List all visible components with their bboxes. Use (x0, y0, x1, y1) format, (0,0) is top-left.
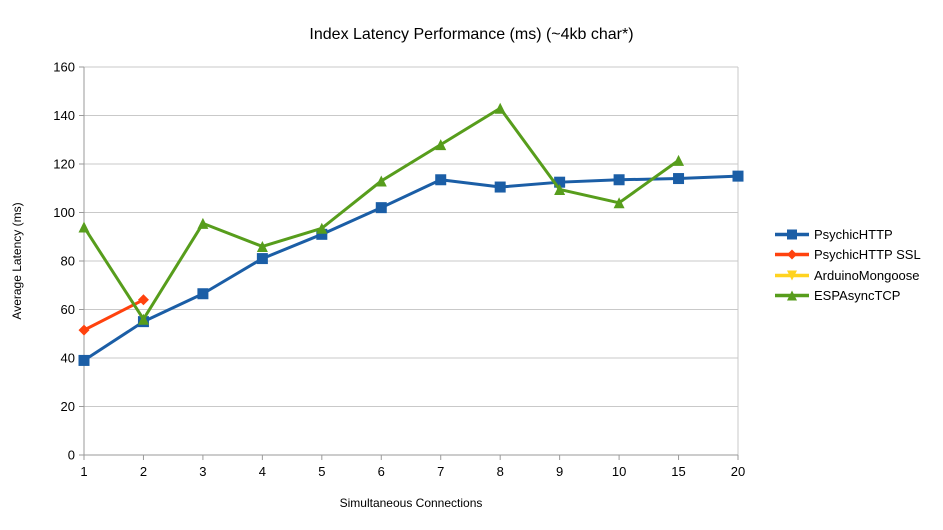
square-legend-icon (775, 229, 809, 240)
x-tick-label: 3 (199, 464, 206, 479)
data-point-psychichttp (256, 253, 268, 265)
legend-label-psychichttp: PsychicHTTP (814, 226, 893, 242)
triangle-up-legend-icon (775, 290, 809, 301)
data-point-psychichttp (613, 174, 625, 186)
x-tick-label: 9 (556, 464, 563, 479)
data-point-espasynctcp (613, 197, 625, 209)
y-tick-label: 0 (68, 448, 75, 463)
y-tick-label: 160 (53, 60, 75, 75)
data-point-espasynctcp (78, 221, 90, 233)
x-tick-label: 8 (497, 464, 504, 479)
x-tick-label: 2 (140, 464, 147, 479)
legend-marker-arduinomongoose (787, 270, 797, 281)
data-point-psychichttp (494, 181, 506, 193)
legend-item-arduinomongoose: ArduinoMongoose (775, 265, 921, 286)
legend-marker-psychichttp-ssl (787, 249, 797, 260)
data-point-espasynctcp (375, 175, 387, 187)
legend-label-arduinomongoose: ArduinoMongoose (814, 267, 920, 283)
x-tick-label: 10 (612, 464, 626, 479)
series-line-espasynctcp (82, 106, 680, 321)
y-tick-label: 80 (61, 254, 75, 269)
data-point-psychichttp (732, 170, 744, 182)
data-point-espasynctcp (197, 217, 209, 229)
data-point-psychichttp (197, 288, 209, 300)
y-tick-label: 120 (53, 157, 75, 172)
x-tick-label: 6 (378, 464, 385, 479)
series-line-psychichttp (83, 174, 739, 362)
y-tick-label: 100 (53, 205, 75, 220)
x-tick-label: 15 (671, 464, 685, 479)
data-point-espasynctcp (435, 139, 447, 151)
x-tick-label: 1 (80, 464, 87, 479)
data-point-espasynctcp (673, 154, 685, 166)
data-point-psychichttp (673, 173, 685, 185)
x-tick-label: 4 (259, 464, 266, 479)
y-tick-label: 40 (61, 351, 75, 366)
data-point-espasynctcp (494, 102, 506, 114)
y-tick-label: 60 (61, 302, 75, 317)
legend-label-psychichttp-ssl: PsychicHTTP SSL (814, 247, 921, 263)
triangle-down-legend-icon (775, 270, 809, 281)
diamond-legend-icon (775, 249, 809, 260)
legend-item-psychichttp-ssl: PsychicHTTP SSL (775, 245, 921, 266)
data-point-psychichttp (78, 354, 90, 366)
data-point-psychichttp (375, 202, 387, 214)
y-tick-label: 20 (61, 399, 75, 414)
x-tick-label: 7 (437, 464, 444, 479)
data-point-espasynctcp (137, 313, 149, 325)
data-point-espasynctcp (554, 183, 566, 195)
x-axis-label: Simultaneous Connections (339, 496, 483, 510)
x-tick-label: 20 (731, 464, 745, 479)
legend-label-espasynctcp: ESPAsyncTCP (814, 288, 901, 304)
data-point-espasynctcp (316, 222, 328, 234)
x-tick-label: 5 (318, 464, 325, 479)
legend-item-psychichttp: PsychicHTTP (775, 224, 921, 245)
data-point-psychichttp (316, 228, 328, 240)
data-point-psychichttp-ssl (78, 324, 90, 336)
data-point-psychichttp (435, 174, 447, 186)
data-point-espasynctcp (256, 240, 268, 252)
legend-item-espasynctcp: ESPAsyncTCP (775, 286, 921, 307)
data-point-psychichttp (554, 176, 566, 188)
chart-legend: PsychicHTTP PsychicHTTP SSL ArduinoMongoos… (775, 224, 921, 306)
legend-marker-psychichttp (787, 229, 797, 240)
data-point-psychichttp-ssl (137, 294, 149, 306)
legend-marker-espasynctcp (787, 290, 797, 301)
chart-title: Index Latency Performance (ms) (~4kb cha… (309, 26, 634, 43)
y-tick-label: 140 (53, 108, 75, 123)
